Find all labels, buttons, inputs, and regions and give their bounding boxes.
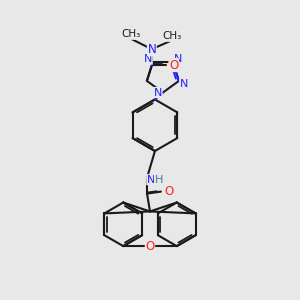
Text: N: N (180, 79, 188, 89)
Text: N: N (144, 54, 152, 64)
Text: CH₃: CH₃ (122, 29, 141, 39)
Text: N: N (147, 43, 156, 56)
Text: N: N (173, 54, 182, 64)
Text: O: O (164, 185, 173, 198)
Text: N: N (154, 88, 162, 98)
Text: O: O (146, 240, 154, 253)
Text: CH₃: CH₃ (162, 31, 181, 41)
Text: N: N (147, 175, 155, 185)
Text: H: H (155, 175, 163, 185)
Text: O: O (169, 58, 178, 71)
